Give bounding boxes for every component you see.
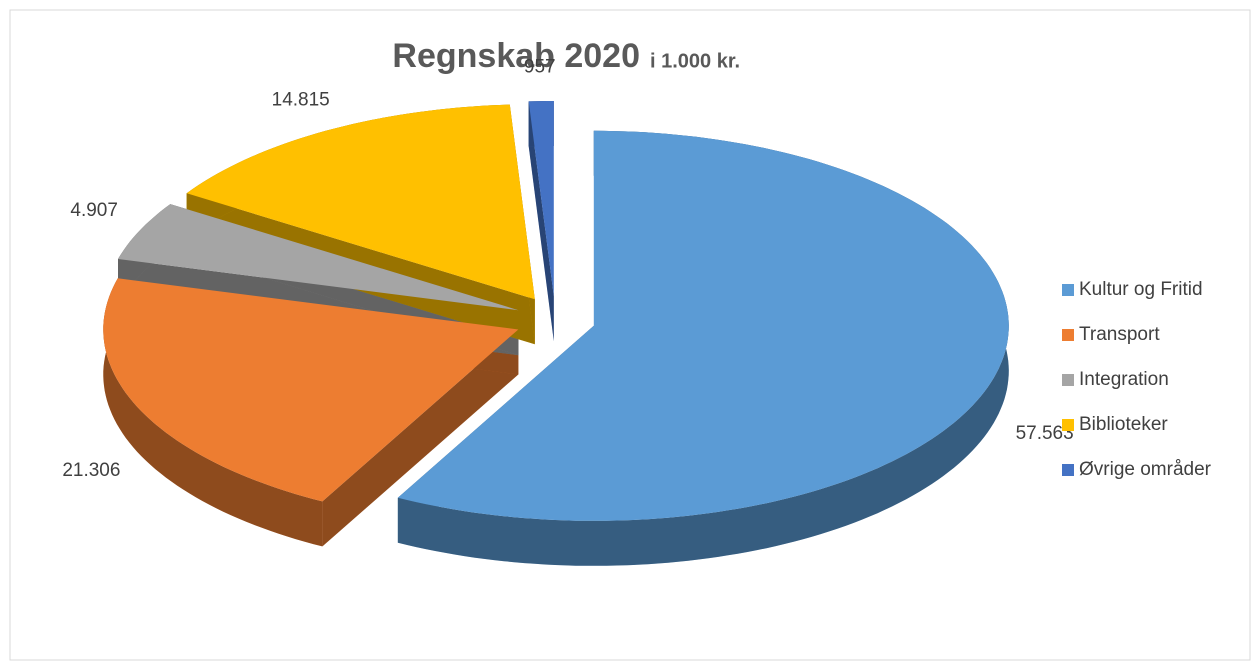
slice-side <box>528 101 554 342</box>
legend-label: Kultur og Fritid <box>1079 279 1203 300</box>
slice <box>103 278 519 502</box>
chart-title: Regnskab 2020 <box>392 37 640 75</box>
slice <box>186 104 535 300</box>
data-label: 957 <box>524 57 556 78</box>
data-label: 4.907 <box>70 200 118 221</box>
data-label: 14.815 <box>272 90 330 111</box>
legend-swatch <box>1062 284 1074 296</box>
slice-side <box>103 278 323 547</box>
slice-side <box>397 130 1009 566</box>
chart-subtitle: i 1.000 kr. <box>650 50 740 72</box>
pie <box>103 101 1009 566</box>
legend-label: Transport <box>1079 324 1160 345</box>
legend-swatch <box>1062 464 1074 476</box>
legend-label: Øvrige områder <box>1079 459 1212 480</box>
data-label: 21.306 <box>62 460 120 481</box>
slice-side-shade <box>397 130 1009 566</box>
slice <box>397 130 1009 521</box>
slice-side-shade <box>528 101 554 342</box>
legend-swatch <box>1062 329 1074 341</box>
legend-label: Integration <box>1079 369 1169 390</box>
slice-side-shade <box>322 329 519 547</box>
legend-swatch <box>1062 419 1074 431</box>
legend-swatch <box>1062 374 1074 386</box>
data-label: 57.563 <box>1016 423 1074 444</box>
slice <box>118 204 519 311</box>
slice <box>528 101 554 296</box>
slice-side <box>322 329 519 547</box>
legend-label: Biblioteker <box>1079 414 1168 435</box>
slice-side-shade <box>103 278 323 547</box>
